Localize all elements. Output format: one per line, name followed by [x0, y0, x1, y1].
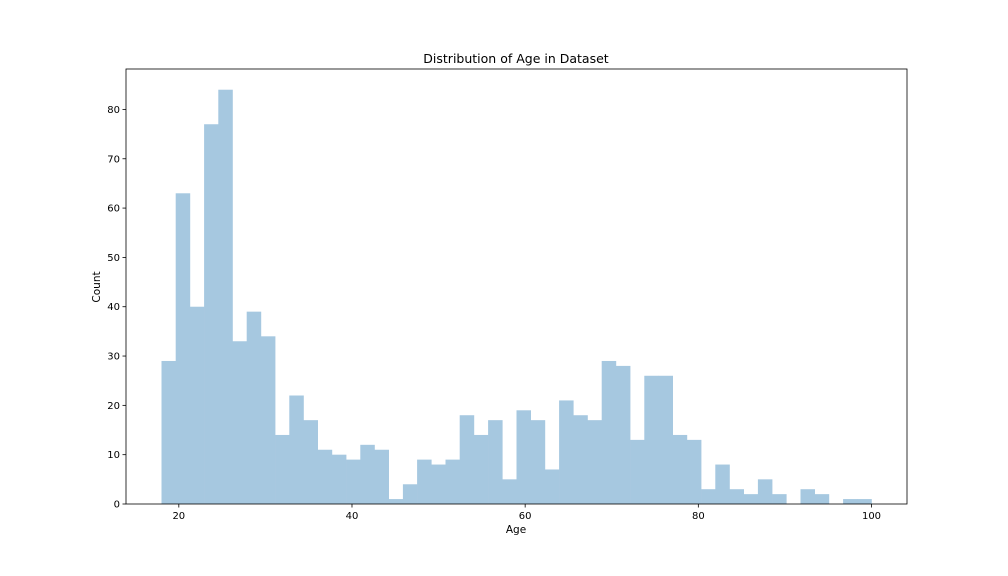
histogram-bar [374, 449, 389, 504]
histogram-bar [189, 306, 205, 504]
histogram-bar [388, 499, 404, 504]
plot-area-frame [125, 68, 908, 505]
histogram-bar [715, 464, 730, 504]
histogram-bar [317, 449, 333, 504]
y-axis-label: Count [91, 271, 103, 302]
histogram-bar [757, 479, 773, 504]
histogram-bar [573, 415, 588, 504]
x-axis-ticks: 20 40 60 80 100 [172, 504, 881, 522]
histogram-bar [772, 494, 787, 504]
histogram-bar [303, 420, 318, 504]
histogram-bar [360, 444, 375, 504]
histogram-bar [729, 489, 744, 504]
histogram-bar [289, 395, 304, 504]
histogram-bar [686, 439, 702, 504]
histogram-bar [601, 360, 617, 504]
y-tick-label: 0 [114, 500, 120, 511]
chart-title: Distribution of Age in Dataset [423, 51, 608, 66]
histogram-bar [559, 400, 574, 504]
histogram-bar [587, 420, 602, 504]
histogram-bar [843, 499, 858, 504]
histogram-bar [800, 489, 815, 504]
y-tick-label: 10 [107, 450, 120, 461]
y-tick-label: 80 [107, 105, 120, 116]
y-tick-label: 30 [107, 352, 120, 363]
histogram-bar [630, 439, 645, 504]
histogram-bar [701, 489, 716, 504]
y-tick-label: 70 [107, 154, 120, 165]
histogram-bar [175, 193, 191, 505]
histogram-bar [161, 360, 176, 504]
histogram-bar [218, 89, 233, 504]
y-axis-ticks: 0 10 20 30 40 50 60 70 80 [107, 105, 126, 511]
histogram-bar [246, 311, 262, 504]
histogram-bar [417, 459, 432, 504]
x-tick-label: 20 [172, 511, 185, 522]
histogram-bar [857, 499, 872, 504]
x-tick-label: 100 [862, 511, 881, 522]
histogram-bar [331, 454, 347, 504]
histogram-bar [743, 494, 759, 504]
histogram-bar [615, 365, 631, 504]
histogram-bar [275, 434, 290, 504]
histogram-bar [530, 420, 546, 504]
histogram-bar [473, 434, 489, 504]
histogram-bar [431, 464, 446, 504]
histogram-bar [544, 469, 560, 504]
x-tick-label: 80 [692, 511, 705, 522]
histogram-bar [346, 459, 361, 504]
x-tick-label: 40 [346, 511, 359, 522]
histogram-bar [204, 124, 219, 504]
histogram-bar [402, 484, 418, 504]
y-tick-label: 50 [107, 253, 120, 264]
histogram-bar [516, 410, 531, 504]
histogram-bar [260, 336, 276, 504]
x-tick-label: 60 [519, 511, 532, 522]
histogram-bar [232, 341, 247, 504]
histogram-bar [658, 375, 673, 504]
x-axis-label: Age [506, 524, 526, 536]
y-tick-label: 40 [107, 302, 120, 313]
histogram-bar [814, 494, 830, 504]
histogram-bar [488, 420, 503, 504]
histogram-bars [161, 89, 872, 505]
histogram-bar [502, 479, 517, 504]
histogram-bar [459, 415, 475, 504]
histogram-bar [644, 375, 659, 504]
y-tick-label: 60 [107, 204, 120, 215]
histogram-bar [445, 459, 460, 504]
histogram-bar [672, 434, 688, 504]
y-tick-label: 20 [107, 401, 120, 412]
